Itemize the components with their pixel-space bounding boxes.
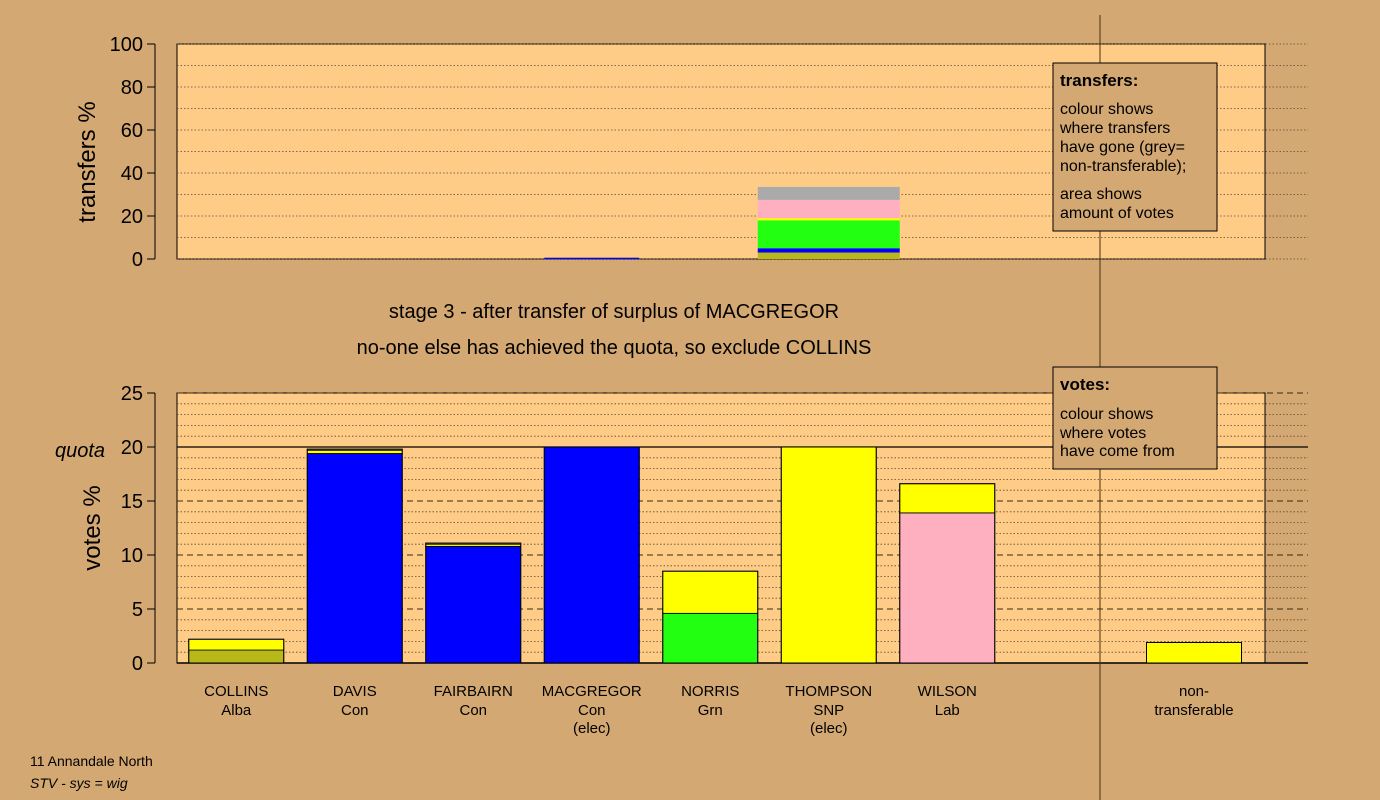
votes-legend-line-3: have come from	[1060, 443, 1175, 460]
candidate-status-thompson: (elec)	[810, 720, 848, 737]
stage-line-2: no-one else has achieved the quota, so e…	[357, 337, 872, 359]
candidate-party-fairbairn: Con	[459, 702, 487, 719]
transfers-y-tick-label: 0	[132, 249, 143, 271]
candidate-status-macgregor: (elec)	[573, 720, 611, 737]
candidate-party-macgregor: Con	[578, 702, 606, 719]
candidate-name-collins: COLLINS	[204, 683, 268, 700]
davis-bar-outline	[306, 448, 403, 664]
transfers-y-tick-label: 40	[121, 163, 143, 185]
candidate-labels: COLLINS Alba DAVIS Con FAIRBAIRN Con MACGREGOR…	[204, 683, 1233, 737]
wilson-bar-outline	[899, 483, 996, 664]
norris-segment-snp	[662, 570, 759, 614]
transfer-segment-alba	[757, 252, 900, 259]
non-transferable-label-1: non-	[1179, 683, 1209, 700]
transfers-bars	[544, 186, 900, 259]
macgregor-segment-con	[543, 446, 640, 664]
candidate-name-wilson: WILSON	[918, 683, 977, 700]
collins-segment-alba	[188, 649, 285, 664]
transfer-segment-non-transferable	[757, 186, 900, 200]
transfers-legend-line-4: non-transferable);	[1060, 158, 1186, 175]
fairbairn-segment-con	[425, 545, 522, 664]
transfers-legend-line-3: have gone (grey=	[1060, 139, 1185, 156]
votes-y-ticks: 0 5 10 15 20 25	[121, 383, 156, 675]
thompson-bar-outline	[780, 446, 877, 664]
votes-legend-line-2: where votes	[1059, 425, 1146, 442]
candidate-name-macgregor: MACGREGOR	[542, 683, 642, 700]
votes-bars	[188, 446, 1242, 664]
candidate-name-thompson: THOMPSON	[785, 683, 872, 700]
votes-y-tick-label: 15	[121, 491, 143, 513]
transfers-legend-line-6: amount of votes	[1060, 205, 1174, 222]
transfers-legend-line-1: colour shows	[1060, 101, 1153, 118]
transfer-segment-con	[757, 248, 900, 253]
candidate-party-thompson: SNP	[813, 702, 844, 719]
candidate-party-davis: Con	[341, 702, 369, 719]
transfers-y-tick-label: 80	[121, 77, 143, 99]
votes-legend-line-1: colour shows	[1060, 406, 1153, 423]
votes-legend: votes: colour shows where votes have com…	[1052, 366, 1218, 470]
candidate-party-norris: Grn	[698, 702, 723, 719]
fairbairn-bar-outline	[425, 542, 522, 664]
transfer-segment-con	[544, 257, 640, 259]
transfers-y-tick-label: 60	[121, 120, 143, 142]
davis-segment-snp	[306, 449, 403, 454]
wilson-segment-lab	[899, 512, 996, 664]
norris-bar-outline	[662, 570, 759, 664]
transfers-legend-line-5: area shows	[1060, 186, 1142, 203]
thompson-segment-snp	[780, 446, 877, 664]
transfer-segment-snp	[757, 218, 900, 221]
transfers-y-axis-title: transfers %	[74, 101, 101, 222]
norris-segment-grn	[662, 612, 759, 664]
davis-segment-con	[306, 453, 403, 664]
transfers-y-tick-label: 100	[110, 34, 143, 56]
transfers-legend: transfers: colour shows where transfers …	[1052, 62, 1218, 232]
transfers-legend-title: transfers:	[1060, 71, 1138, 90]
candidate-name-fairbairn: FAIRBAIRN	[434, 683, 513, 700]
candidate-name-davis: DAVIS	[333, 683, 377, 700]
quota-label: quota	[55, 440, 105, 462]
stage-line-1: stage 3 - after transfer of surplus of M…	[389, 301, 839, 323]
macgregor-bar-outline	[543, 446, 640, 664]
wilson-segment-snp	[899, 483, 996, 514]
votes-legend-title: votes:	[1060, 375, 1110, 394]
footer-ward: 11 Annandale North	[30, 753, 153, 769]
non-transferable-label-2: transferable	[1154, 702, 1233, 719]
candidate-name-norris: NORRIS	[681, 683, 739, 700]
collins-segment-snp	[188, 638, 285, 651]
votes-y-tick-label: 20	[121, 437, 143, 459]
votes-y-axis-title: votes %	[79, 485, 106, 570]
transfers-y-tick-label: 20	[121, 206, 143, 228]
votes-y-tick-label: 25	[121, 383, 143, 405]
collins-bar-outline	[188, 638, 285, 664]
candidate-party-collins: Alba	[221, 702, 252, 719]
votes-y-tick-label: 0	[132, 653, 143, 675]
votes-y-tick-label: 10	[121, 545, 143, 567]
transfer-segment-grn	[757, 220, 900, 249]
transfers-legend-line-2: where transfers	[1059, 120, 1170, 137]
non-transferable-bar	[1146, 641, 1242, 664]
candidate-party-wilson: Lab	[935, 702, 960, 719]
votes-y-tick-label: 5	[132, 599, 143, 621]
transfers-y-ticks: 0 20 40 60 80 100	[110, 34, 156, 271]
transfer-segment-lab	[757, 199, 900, 219]
footer-system: STV - sys = wig	[30, 775, 128, 791]
